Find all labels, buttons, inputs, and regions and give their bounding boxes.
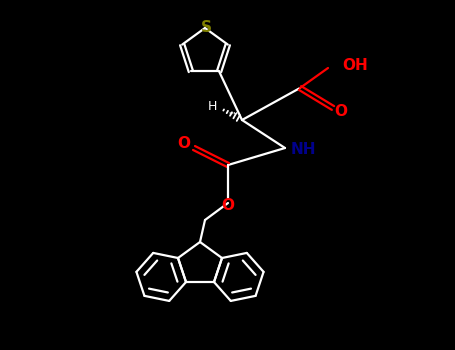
Text: """: """	[228, 112, 240, 120]
Text: O: O	[177, 136, 191, 152]
Text: O: O	[334, 104, 348, 119]
Text: H: H	[207, 100, 217, 113]
Text: NH: NH	[291, 142, 317, 158]
Text: OH: OH	[342, 58, 368, 74]
Text: O: O	[222, 198, 234, 214]
Text: S: S	[201, 20, 212, 35]
